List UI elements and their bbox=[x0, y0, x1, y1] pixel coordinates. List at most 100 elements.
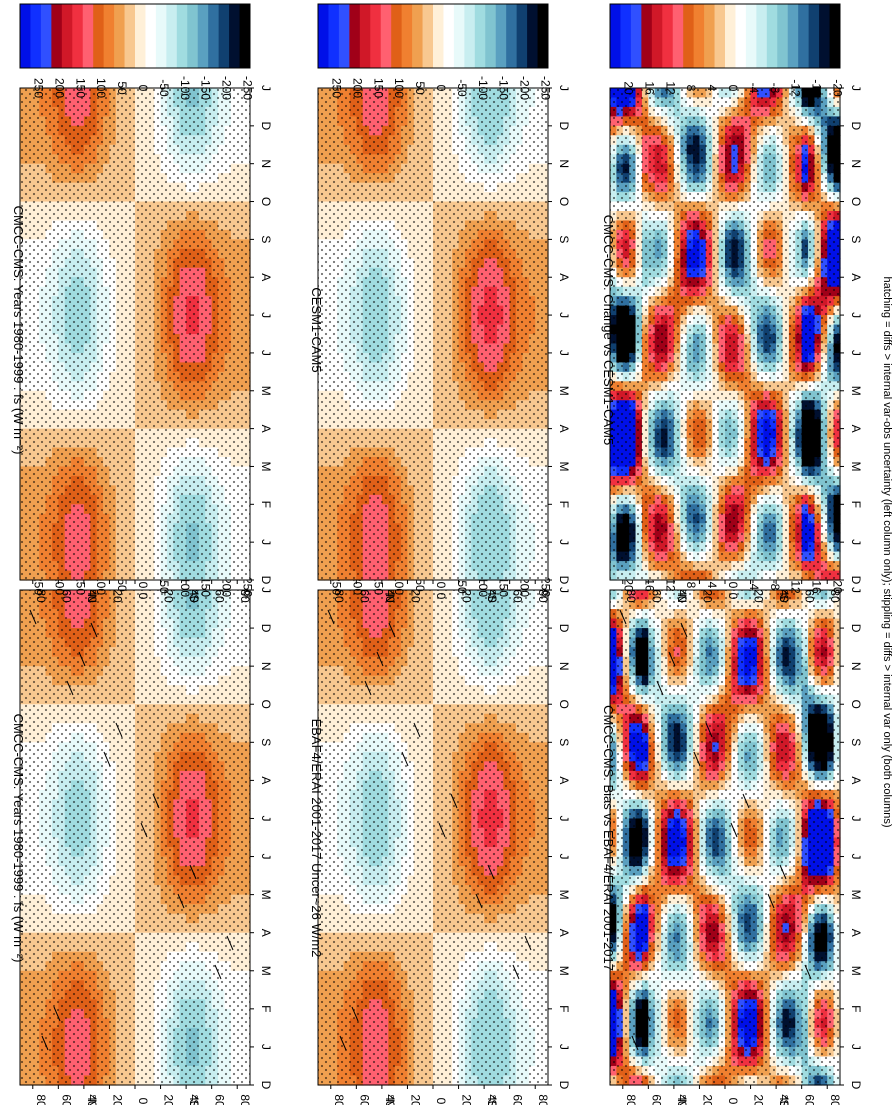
panel-top-left: 80 60 40 20 0 20 40 60 80°N °SDJFMAMJJASONDJCMCC-… bbox=[11, 504, 273, 1105]
lat-tick-label: 60 bbox=[59, 589, 73, 603]
month-tick-label: J bbox=[259, 350, 273, 356]
lat-tick-label: 20 bbox=[162, 589, 176, 603]
colorbar-swatch bbox=[145, 4, 157, 68]
panel-top-right: 80 60 40 20 0 20 40 60 80°N °SDJFMAMJJASONDJCMCC-… bbox=[11, 3, 273, 603]
hatch-mark bbox=[152, 793, 160, 809]
month-tick-label: J bbox=[259, 815, 273, 821]
month-tick-label: S bbox=[259, 738, 273, 746]
colorbar-swatch bbox=[82, 4, 94, 68]
hatch-mark bbox=[29, 609, 37, 625]
month-tick-label: J bbox=[259, 539, 273, 545]
colorbar-label: 50 bbox=[115, 81, 129, 95]
hemisphere-label: °N bbox=[85, 1094, 99, 1105]
month-tick-label: S bbox=[259, 235, 273, 243]
hatch-mark bbox=[66, 680, 74, 696]
month-tick-label: F bbox=[259, 501, 273, 508]
colorbar-swatch bbox=[187, 4, 199, 68]
colorbar-swatch bbox=[20, 4, 31, 68]
hatch-mark bbox=[103, 751, 111, 767]
lat-tick-label: 20 bbox=[110, 1094, 124, 1105]
month-tick-label: A bbox=[259, 776, 273, 784]
colorbar-label: -250 bbox=[241, 76, 255, 100]
colorbar-swatch bbox=[61, 4, 73, 68]
month-tick-label: N bbox=[259, 662, 273, 671]
colorbar-swatch bbox=[208, 4, 220, 68]
lat-tick-label: 0 bbox=[136, 593, 150, 600]
hatch-mark bbox=[140, 822, 148, 838]
colorbar-swatch bbox=[166, 4, 178, 68]
colorbar-frame bbox=[19, 3, 251, 69]
panel-middle-left: 80 60 40 20 0 20 40 60 80°N °SDJFMAMJJASONDJEBAF4… bbox=[309, 504, 571, 1105]
lat-tick-label: 40 bbox=[187, 589, 201, 603]
month-tick-label: J bbox=[259, 854, 273, 860]
lat-tick-label: 40 bbox=[85, 589, 99, 603]
colorbar-swatch bbox=[114, 4, 126, 68]
month-tick-label: N bbox=[259, 159, 273, 168]
hatch-mark bbox=[115, 722, 123, 738]
footnote: hatching = diffs > internal var-obs unce… bbox=[881, 276, 893, 827]
month-tick-label: J bbox=[259, 1044, 273, 1050]
colorbar-swatch bbox=[93, 4, 105, 68]
hatch-mark bbox=[189, 864, 197, 880]
colorbar-label: -150 bbox=[199, 76, 213, 100]
colorbar-label: -200 bbox=[220, 76, 234, 100]
colorbar-swatch bbox=[229, 4, 241, 68]
month-tick-label: F bbox=[259, 1005, 273, 1012]
lat-tick-label: 20 bbox=[162, 1094, 176, 1105]
panel-title: CMCC-CMS: Years 1980-1999 : fs (W m⁻²) bbox=[11, 714, 26, 963]
colorbar-swatch bbox=[40, 4, 52, 68]
colorbar-label: 100 bbox=[94, 78, 108, 98]
hatch-mark bbox=[78, 651, 86, 667]
month-tick-label: D bbox=[259, 624, 273, 633]
month-tick-label: J bbox=[259, 312, 273, 318]
colorbar-label: 150 bbox=[73, 78, 87, 98]
hemisphere-label: °S bbox=[187, 590, 201, 603]
lat-tick-label: 40 bbox=[85, 1094, 99, 1105]
month-tick-label: D bbox=[259, 576, 273, 585]
hatching-overlay bbox=[29, 609, 234, 1051]
stippling-overlay bbox=[20, 590, 250, 1085]
month-tick-label: D bbox=[259, 1081, 273, 1090]
colorbar-swatch bbox=[155, 4, 167, 68]
lat-tick-label: 40 bbox=[187, 1094, 201, 1105]
hatch-mark bbox=[177, 893, 185, 909]
colorbar-swatch bbox=[239, 4, 251, 68]
lat-tick-label: 60 bbox=[213, 589, 227, 603]
colorbar-label: 50 bbox=[115, 578, 129, 592]
colorbar-label: 0 bbox=[136, 582, 150, 589]
colorbar-swatch bbox=[197, 4, 209, 68]
colorbar-swatch bbox=[51, 4, 63, 68]
month-tick-label: M bbox=[259, 966, 273, 976]
colorbar-label: 250 bbox=[31, 78, 45, 98]
hatch-mark bbox=[53, 1006, 61, 1022]
month-tick-label: M bbox=[259, 386, 273, 396]
colorbar-swatch bbox=[124, 4, 136, 68]
month-tick-label: M bbox=[259, 890, 273, 900]
month-tick-label: O bbox=[259, 197, 273, 206]
month-tick-label: A bbox=[259, 273, 273, 281]
colorbar-swatch bbox=[30, 4, 42, 68]
month-tick-label: M bbox=[259, 461, 273, 471]
lat-tick-label: 0 bbox=[136, 1098, 150, 1105]
colorbar-label: 200 bbox=[52, 78, 66, 98]
hatch-mark bbox=[214, 964, 222, 980]
colorbar-label: -50 bbox=[157, 79, 171, 97]
lat-tick-label: 60 bbox=[59, 1094, 73, 1105]
colorbar-label: -100 bbox=[178, 76, 192, 100]
month-tick-label: J bbox=[259, 587, 273, 593]
lat-tick-label: 80 bbox=[34, 589, 48, 603]
lat-tick-label: 20 bbox=[110, 589, 124, 603]
colorbar-swatch bbox=[103, 4, 115, 68]
colorbar-swatch bbox=[176, 4, 188, 68]
month-tick-label: A bbox=[259, 425, 273, 433]
month-tick-label: J bbox=[259, 85, 273, 91]
colorbar-label: 0 bbox=[136, 85, 150, 92]
hatch-mark bbox=[41, 1035, 49, 1051]
lat-tick-label: 60 bbox=[213, 1094, 227, 1105]
colorbar: 250 200 150 100 50 0 -50 -100 -150 -200 -250 bbox=[19, 3, 255, 100]
lat-tick-label: 80 bbox=[34, 1094, 48, 1105]
stippling-overlay bbox=[20, 88, 250, 580]
colorbar-swatch bbox=[218, 4, 230, 68]
hatch-mark bbox=[90, 622, 98, 638]
